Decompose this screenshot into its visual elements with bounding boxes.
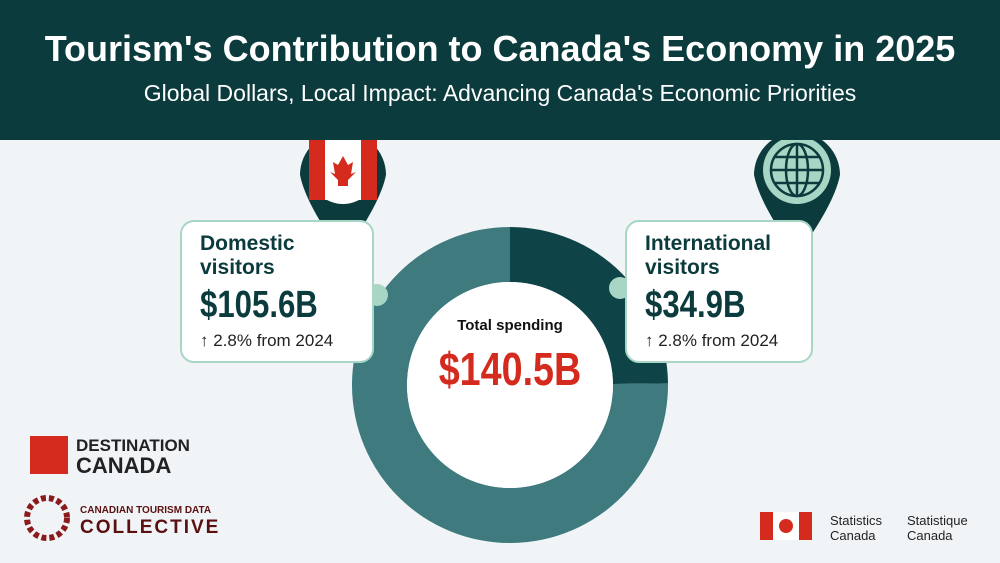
subtitle: Global Dollars, Local Impact: Advancing … <box>143 80 857 106</box>
international-card: International visitors $34.9B ↑ 2.8% from … <box>625 220 813 363</box>
logo-mark <box>30 436 68 474</box>
logo-text: Canada <box>830 528 876 543</box>
logo-mark <box>24 495 70 541</box>
change: ↑ 2.8% from 2024 <box>200 331 334 350</box>
title: Tourism's Contribution to Canada's Econo… <box>44 28 956 69</box>
logo-text: CANADA <box>76 453 172 478</box>
donut-segment <box>352 227 668 543</box>
pin-globe <box>754 132 840 255</box>
change: ↑ 2.8% from 2024 <box>645 331 779 350</box>
header: Tourism's Contribution to Canada's Econo… <box>0 0 1000 140</box>
pin-canada <box>299 131 387 255</box>
donut-hole <box>407 282 613 488</box>
total-value: $140.5B <box>439 343 582 394</box>
logo-text: CANADIAN TOURISM DATA <box>80 505 212 516</box>
value-label: $34.9B <box>645 284 746 326</box>
logo-text: Statistics <box>830 513 883 528</box>
category: Domestic visitors <box>200 232 295 279</box>
domestic-card: Domestic visitors $105.6B ↑ 2.8% from 2024 <box>180 220 374 363</box>
statcan-flag <box>760 512 812 540</box>
center-title: Total spending <box>457 317 563 334</box>
logo-text: DESTINATION <box>76 436 190 455</box>
logo-text: Canada <box>907 528 953 543</box>
value-label: $105.6B <box>200 284 318 326</box>
logo-text: Statistique <box>907 513 968 528</box>
category: International visitors <box>645 232 772 279</box>
logo-text: COLLECTIVE <box>80 517 221 538</box>
